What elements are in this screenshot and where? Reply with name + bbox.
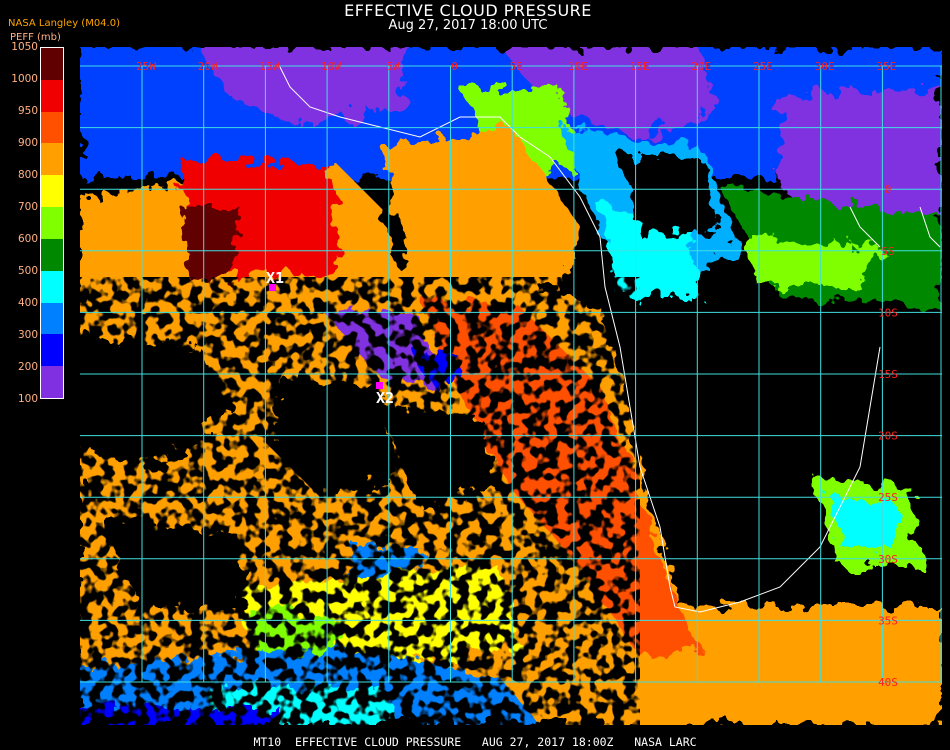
marker-x2 xyxy=(376,382,383,389)
longitude-label: 15W xyxy=(259,60,279,73)
legend-swatch xyxy=(41,143,63,176)
legend-label: 800 xyxy=(17,169,38,181)
cloud-pressure-map: 25W 20W 15W 10W 5W 0 5E 10E 15E 20E 25E 30E 35E 0 5S 10… xyxy=(80,47,942,725)
marker-label: X1 xyxy=(266,269,284,287)
latitude-label: 10S xyxy=(878,306,898,319)
source-label: NASA Langley (M04.0) xyxy=(8,18,120,29)
legend-swatch xyxy=(41,334,63,367)
latitude-label: 5S xyxy=(881,245,894,258)
legend-label: 400 xyxy=(17,297,38,309)
legend-label: 600 xyxy=(17,233,38,245)
cloud-speckle xyxy=(80,277,640,725)
legend-swatch xyxy=(41,79,63,112)
latitude-label: 20S xyxy=(878,430,898,443)
longitude-label: 35E xyxy=(876,60,896,73)
legend-label: 100 xyxy=(17,393,38,405)
longitude-label: 20E xyxy=(691,60,711,73)
legend-swatch xyxy=(41,238,63,271)
legend-swatch xyxy=(41,111,63,144)
color-legend xyxy=(40,47,64,399)
legend-swatch xyxy=(41,270,63,303)
footer-caption: MT10 EFFECTIVE CLOUD PRESSURE AUG 27, 20… xyxy=(253,735,697,749)
longitude-label: 5W xyxy=(386,60,400,73)
legend-label: 200 xyxy=(17,361,38,373)
markers: X1 X2 xyxy=(266,269,394,407)
legend-label: 950 xyxy=(17,105,38,117)
legend-label: 300 xyxy=(17,329,38,341)
coastline xyxy=(279,66,941,613)
longitude-label: 10E xyxy=(568,60,588,73)
latitude-label: 15S xyxy=(878,368,898,381)
legend-swatch xyxy=(41,175,63,208)
longitude-label: 5E xyxy=(510,60,523,73)
marker-x1 xyxy=(269,284,276,291)
lat-lon-grid: 25W 20W 15W 10W 5W 0 5E 10E 15E 20E 25E 30E 35E 0 5S 10… xyxy=(80,60,942,689)
legend-label: 1000 xyxy=(11,73,38,85)
longitude-label: 25W xyxy=(136,60,156,73)
legend-swatch xyxy=(41,366,63,398)
latitude-label: 30S xyxy=(878,553,898,566)
longitude-label: 0 xyxy=(451,60,458,73)
longitude-label: 20W xyxy=(198,60,218,73)
latitude-label: 40S xyxy=(878,676,898,689)
map-timestamp: Aug 27, 2017 18:00 UTC xyxy=(388,18,548,33)
marker-label: X2 xyxy=(376,389,394,407)
legend-swatch xyxy=(41,207,63,239)
legend-title: PEFF (mb) xyxy=(10,32,61,43)
longitude-label: 15E xyxy=(630,60,650,73)
legend-swatch xyxy=(41,48,63,80)
map-title: EFFECTIVE CLOUD PRESSURE xyxy=(344,1,592,20)
longitude-label: 25E xyxy=(753,60,773,73)
legend-label: 700 xyxy=(17,201,38,213)
longitude-label: 30E xyxy=(815,60,835,73)
legend-label: 900 xyxy=(17,137,38,149)
legend-label: 1050 xyxy=(11,41,38,53)
latitude-label: 25S xyxy=(878,491,898,504)
legend-swatch xyxy=(41,302,63,335)
legend-label: 500 xyxy=(17,265,38,277)
latitude-label: 35S xyxy=(878,614,898,627)
longitude-label: 10W xyxy=(321,60,341,73)
latitude-label: 0 xyxy=(885,183,892,196)
